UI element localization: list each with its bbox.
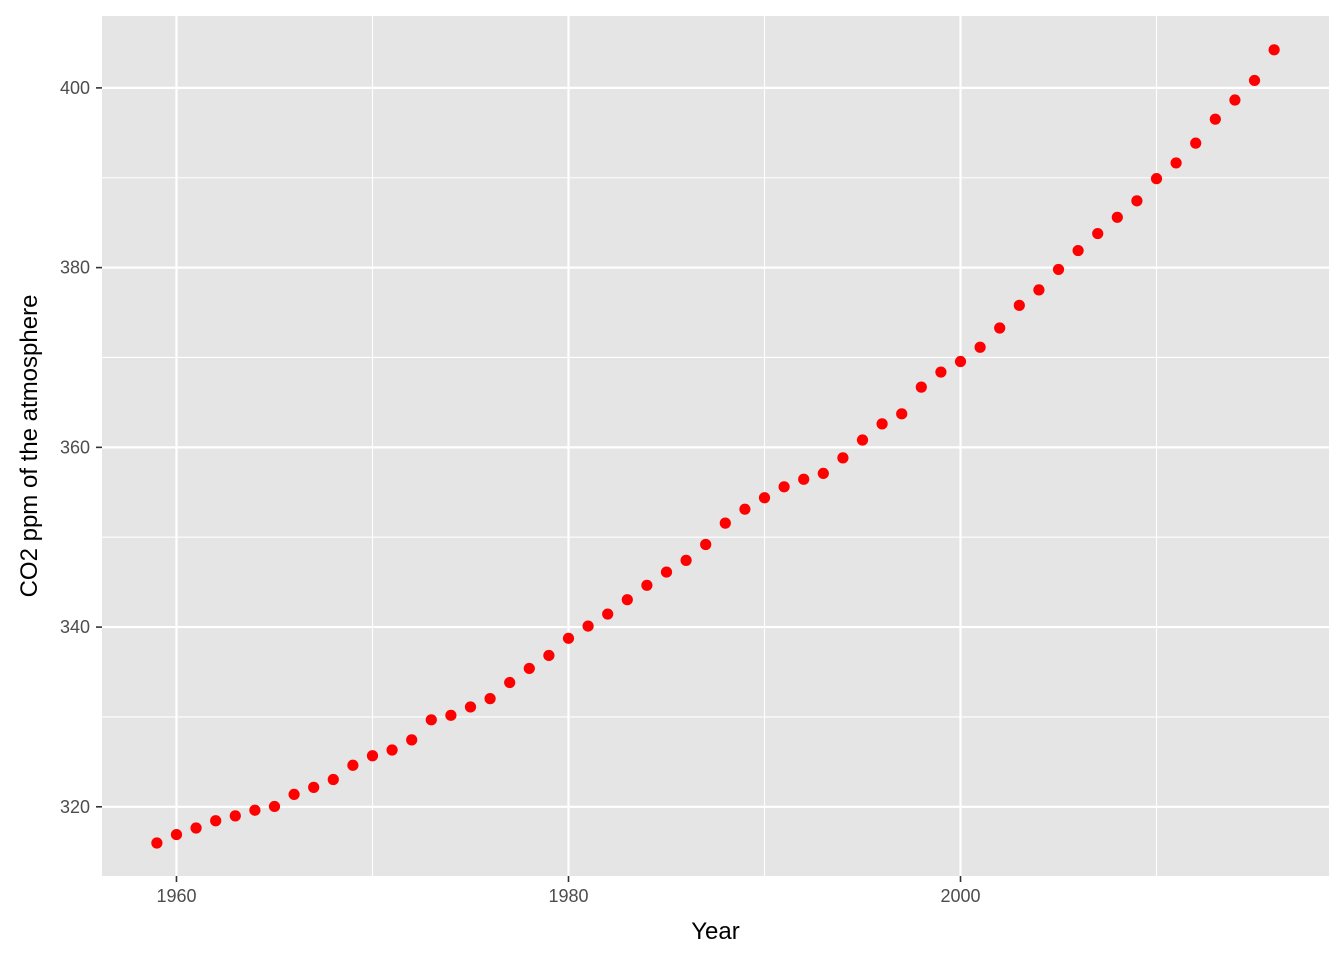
data-point xyxy=(602,608,614,620)
data-point xyxy=(837,452,849,464)
y-tick-label: 360 xyxy=(60,437,90,457)
data-point xyxy=(523,662,535,675)
data-point xyxy=(347,759,359,771)
data-point xyxy=(798,473,810,485)
x-axis: 1960 1980 2000 xyxy=(156,876,981,906)
data-point xyxy=(210,815,222,827)
data-point xyxy=(1013,299,1025,311)
y-axis: 320 340 360 380 400 xyxy=(60,78,102,817)
data-point xyxy=(268,800,281,813)
x-tick-label: 1980 xyxy=(548,886,588,906)
data-point xyxy=(1092,227,1104,240)
data-point xyxy=(1052,263,1065,276)
data-point xyxy=(641,579,653,591)
data-point xyxy=(543,649,555,662)
data-point xyxy=(876,418,888,430)
data-point xyxy=(1150,173,1163,185)
major-gridlines xyxy=(102,16,1329,876)
data-point xyxy=(386,744,398,756)
plot-panel xyxy=(102,16,1329,876)
data-point xyxy=(1131,195,1143,207)
x-tick-label: 2000 xyxy=(940,886,980,906)
data-point xyxy=(504,676,516,689)
data-point xyxy=(582,620,594,632)
y-tick-label: 320 xyxy=(60,797,90,817)
data-point xyxy=(445,709,457,721)
minor-gridlines xyxy=(102,16,1329,876)
data-point xyxy=(1229,94,1241,106)
data-point xyxy=(856,434,869,446)
data-point xyxy=(1190,137,1202,149)
data-point xyxy=(308,781,320,793)
data-point xyxy=(249,804,261,816)
data-point xyxy=(229,810,241,822)
data-point xyxy=(719,517,731,529)
data-point xyxy=(484,693,496,705)
data-point xyxy=(700,538,712,551)
data-point xyxy=(170,828,183,841)
data-point xyxy=(288,788,300,801)
data-point xyxy=(151,837,163,849)
y-tick-label: 380 xyxy=(60,258,90,278)
y-axis-title: CO2 ppm of the atmosphere xyxy=(16,295,43,598)
data-point xyxy=(425,714,437,726)
data-point xyxy=(974,341,986,353)
data-point xyxy=(994,322,1006,334)
data-point xyxy=(327,773,339,786)
data-point xyxy=(1248,74,1261,87)
data-point xyxy=(660,566,673,578)
data-points xyxy=(151,44,1280,849)
data-point xyxy=(1033,284,1045,296)
data-point xyxy=(896,408,908,420)
data-point xyxy=(1170,157,1182,169)
data-point xyxy=(817,467,829,480)
y-tick-label: 340 xyxy=(60,617,90,637)
data-point xyxy=(778,481,790,493)
data-point xyxy=(562,632,575,644)
data-point xyxy=(1111,211,1123,223)
data-point xyxy=(1209,113,1221,125)
x-axis-title: Year xyxy=(691,918,740,945)
data-point xyxy=(464,701,477,713)
data-point xyxy=(406,734,418,746)
data-point xyxy=(935,366,947,378)
data-point xyxy=(739,503,751,515)
y-tick-label: 400 xyxy=(60,78,90,98)
data-point xyxy=(366,750,379,762)
data-point xyxy=(954,355,967,368)
data-point xyxy=(621,594,633,606)
data-point xyxy=(758,492,771,504)
data-point xyxy=(190,822,202,834)
data-point xyxy=(680,554,692,566)
x-tick-label: 1960 xyxy=(156,886,196,906)
data-point xyxy=(1268,44,1280,56)
data-point xyxy=(1072,244,1084,257)
data-point xyxy=(915,381,927,393)
